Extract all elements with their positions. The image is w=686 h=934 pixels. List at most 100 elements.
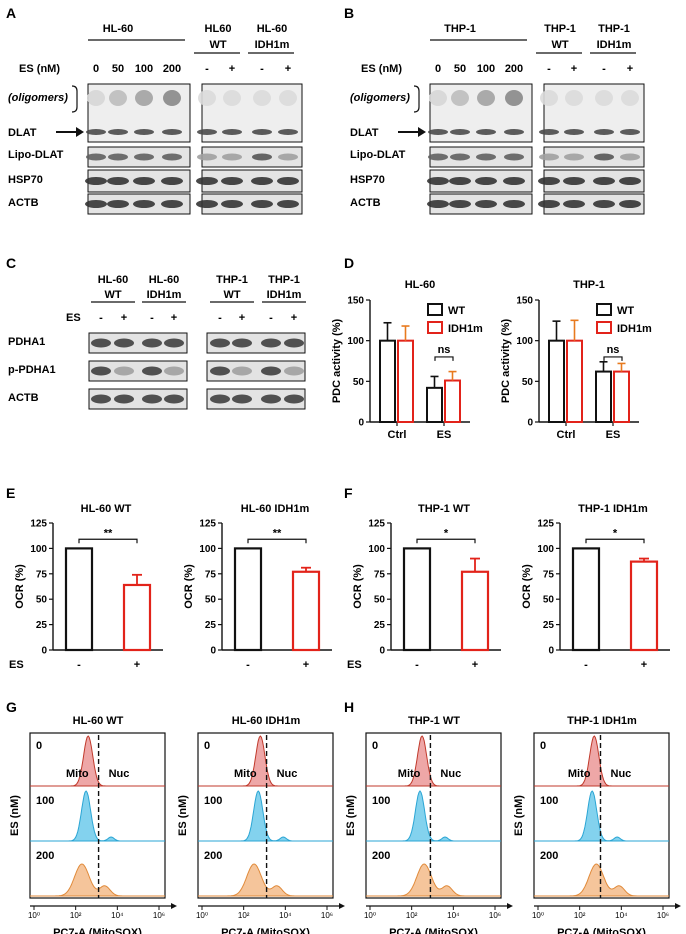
sig-label: * [444, 527, 449, 539]
group-line2: WT [223, 289, 240, 301]
group-line2: IDH1m [255, 39, 290, 51]
band-lipo [564, 153, 584, 161]
sig-bracket [603, 356, 623, 361]
region-label-nuc: Nuc [277, 768, 298, 780]
chart-title: HL-60 WT [81, 503, 132, 515]
track-label: 0 [204, 740, 210, 752]
band-oligomer [505, 90, 523, 106]
region-label-mito: Mito [234, 768, 257, 780]
track-label: 100 [372, 795, 390, 807]
row-label: (oligomers) [8, 92, 68, 104]
x-axis-label: PC7-A (MitoSOX) [53, 927, 142, 934]
band [232, 366, 252, 376]
band-loading [427, 177, 449, 185]
panel-label-e: E [6, 485, 15, 501]
y-axis-label: PDC activity (%) [331, 318, 343, 403]
group-line1: THP-1 [216, 274, 248, 286]
x-tick-label: 10² [238, 911, 250, 920]
x-tick-label: 10⁰ [532, 911, 544, 920]
x-axis-label: PC7-A (MitoSOX) [557, 927, 646, 934]
y-tick-label: 75 [543, 569, 555, 580]
dose-value: 200 [505, 63, 523, 75]
x-axis-arrow [171, 903, 177, 909]
histogram-curve [198, 790, 333, 842]
dose-value: 0 [435, 63, 441, 75]
y-axis-label: ES (nM) [513, 795, 525, 836]
y-tick-label: 75 [374, 569, 386, 580]
band-loading [475, 177, 497, 185]
band-lipo [162, 153, 182, 161]
panel-label-b: B [344, 5, 354, 21]
x-tick-label: 10⁶ [321, 911, 333, 920]
y-tick-label: 150 [516, 296, 533, 307]
histogram-curve [30, 735, 165, 787]
bar [444, 379, 461, 423]
region-label-mito: Mito [66, 768, 89, 780]
histogram-curve [366, 735, 501, 787]
band-lipo [428, 153, 448, 161]
x-axis-label: ES [347, 659, 362, 671]
sign: - [150, 312, 154, 324]
group-line1: HL-60 [98, 274, 129, 286]
sign: - [602, 63, 606, 75]
band-loading [221, 200, 243, 208]
group-line1: HL-60 [149, 274, 180, 286]
y-tick-label: 125 [368, 519, 385, 530]
bar [397, 339, 414, 423]
chart-title: THP-1 [573, 279, 605, 291]
y-tick-label: 25 [36, 620, 48, 631]
chart-title: THP-1 WT [418, 503, 470, 515]
band-oligomer [595, 90, 613, 106]
x-tick-label: 10⁶ [153, 911, 165, 920]
sig-bracket [585, 538, 645, 544]
dose-value: 50 [454, 63, 466, 75]
sign: + [121, 312, 127, 324]
band-dlat [594, 129, 614, 135]
bar [613, 370, 630, 423]
band-loading [475, 200, 497, 208]
band-loading [196, 200, 218, 208]
arrow-head [76, 127, 84, 137]
bar [64, 547, 94, 652]
region-label-mito: Mito [398, 768, 421, 780]
band [261, 366, 281, 376]
sign: + [285, 63, 291, 75]
band-dlat [476, 129, 496, 135]
sign: - [547, 63, 551, 75]
y-axis-label: OCR (%) [352, 564, 364, 609]
x-axis-arrow [507, 903, 513, 909]
sign: + [571, 63, 577, 75]
band-lipo [620, 153, 640, 161]
x-axis-label: PC7-A (MitoSOX) [221, 927, 310, 934]
band-oligomer [477, 90, 495, 106]
bar [548, 339, 565, 423]
chart-E-HL60WT: HL-60 WT 0 25 50 75 100 125 OCR (%) - + ES ** [9, 503, 163, 671]
y-tick-label: 0 [548, 646, 554, 657]
chart-title: THP-1 IDH1m [567, 715, 637, 727]
dose-value: 50 [112, 63, 124, 75]
histogram-curve [366, 863, 501, 897]
blot-panel-c: HL-60 WT HL-60 IDH1m THP-1 WT THP-1 IDH1m ES - + - +… [8, 274, 306, 410]
band-loading [133, 200, 155, 208]
band-lipo [278, 153, 298, 161]
x-tick-label: 10⁰ [28, 911, 40, 920]
y-tick-label: 50 [36, 595, 48, 606]
band-oligomer [540, 90, 558, 106]
histogram-curve [198, 863, 333, 897]
bar [122, 583, 152, 652]
band-oligomer [135, 90, 153, 106]
legend-swatch [596, 303, 612, 316]
band [91, 338, 111, 348]
dose-value: 100 [135, 63, 153, 75]
x-tick-label: 10⁶ [657, 911, 669, 920]
legend-swatch [427, 321, 443, 334]
x-axis-label: ES [9, 659, 24, 671]
band-oligomer [565, 90, 583, 106]
blot-panel-a: HL-60 ES (nM) 0 50 100 200 HL60 WT HL-60 IDH1m - + -… [8, 23, 303, 215]
y-tick-label: 25 [205, 620, 217, 631]
panel-label-g: G [6, 699, 17, 715]
region-label-nuc: Nuc [440, 768, 461, 780]
band-dlat [162, 129, 182, 135]
band-loading [593, 177, 615, 185]
band-oligomer [253, 90, 271, 106]
